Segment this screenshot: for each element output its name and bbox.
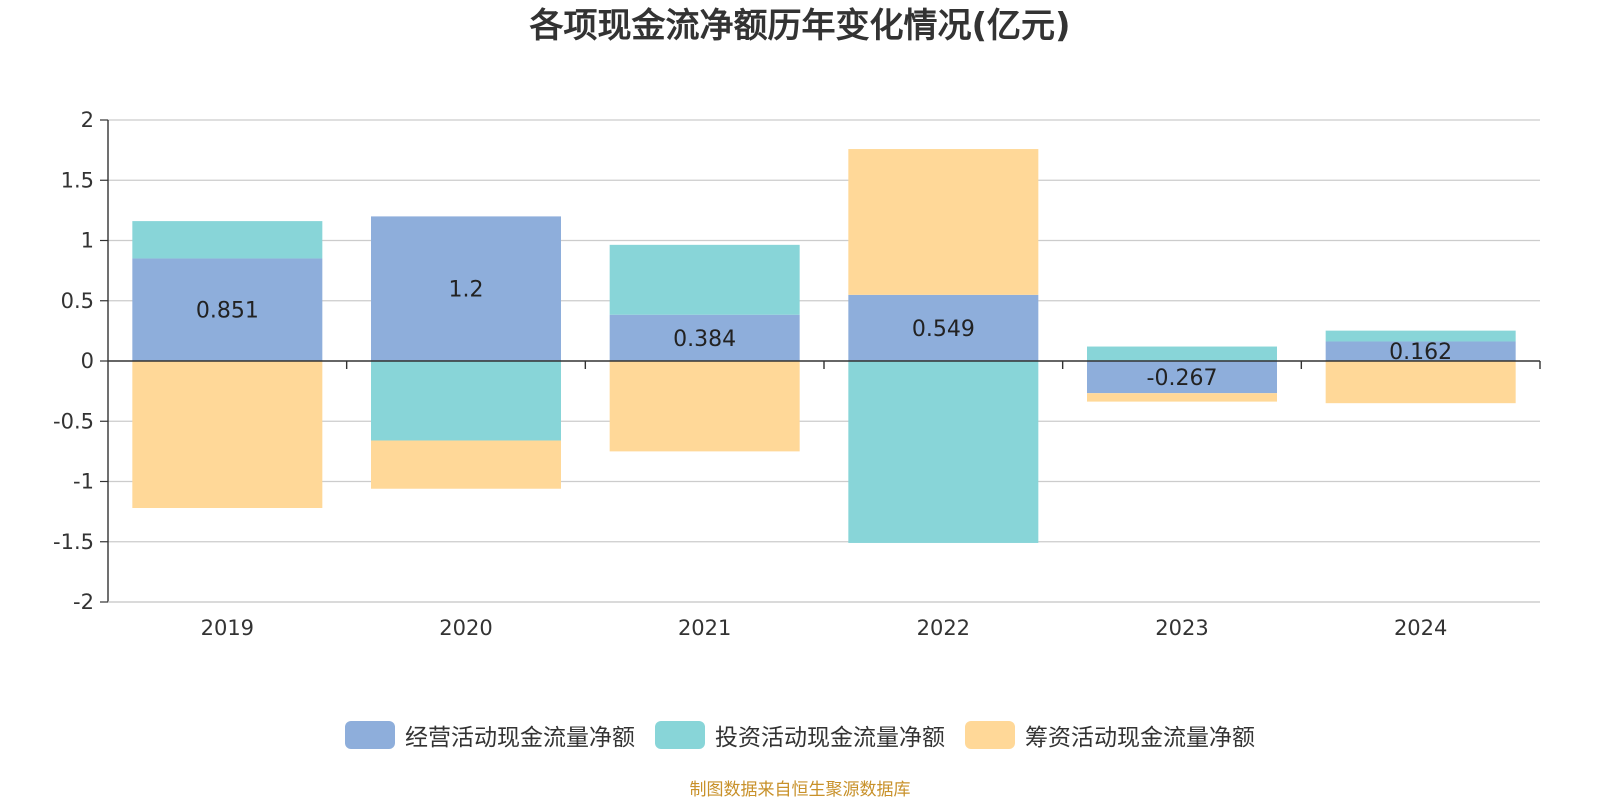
legend-swatch-operating (345, 721, 395, 749)
data-labels: 0.851 1.2 0.384 0.549 -0.267 0.162 (196, 278, 1452, 391)
bars (132, 149, 1516, 543)
y-tick-label--0.5: -0.5 (53, 409, 94, 433)
bar-2022-series-1 (848, 361, 1039, 543)
bar-2019-series-1 (132, 221, 323, 259)
bar-2024-series-0 (1325, 341, 1516, 361)
data-label-2022: 0.549 (912, 317, 975, 342)
y-tick-label-0.5: 0.5 (61, 289, 94, 313)
chart-title: 各项现金流净额历年变化情况(亿元) (529, 6, 1071, 46)
legend-label-financing: 筹资活动现金流量净额 (1025, 725, 1255, 751)
bar-2024-series-2 (1325, 361, 1516, 404)
data-label-2024: 0.162 (1389, 340, 1452, 365)
legend-label-investing: 投资活动现金流量净额 (715, 725, 945, 751)
legend: 经营活动现金流量净额 投资活动现金流量净额 筹资活动现金流量净额 (0, 718, 1600, 752)
y-tick-label--1.5: -1.5 (53, 530, 94, 554)
bar-2021-series-0 (609, 314, 800, 361)
data-label-2019: 0.851 (196, 299, 259, 324)
x-tick-label-2024: 2024 (1394, 616, 1447, 640)
bar-2022-series-2 (848, 149, 1039, 295)
bar-2020-series-1 (371, 361, 561, 441)
legend-swatch-financing (965, 721, 1015, 749)
y-tick-label-0: 0 (81, 349, 94, 373)
y-tick-label-1: 1 (81, 229, 94, 253)
data-label-2021: 0.384 (673, 327, 736, 352)
y-tick-label-1.5: 1.5 (61, 168, 94, 192)
y-tick-label-2: 2 (81, 108, 94, 132)
axes: 2 1.5 1 0.5 0 -0.5 -1 -1.5 -2 2019 2020 2021 2022 202… (53, 108, 1541, 640)
bar-2020-series-0 (371, 216, 561, 361)
x-tick-label-2022: 2022 (917, 616, 970, 640)
source-note: 制图数据来自恒生聚源数据库 (689, 780, 911, 800)
bar-2023-series-2 (1087, 393, 1277, 402)
legend-item-investing[interactable]: 投资活动现金流量净额 (655, 718, 945, 752)
x-tick-label-2020: 2020 (439, 616, 492, 640)
bar-2022-series-0 (848, 294, 1039, 361)
data-label-2020: 1.2 (449, 278, 484, 303)
bar-2021-series-2 (609, 361, 800, 452)
bar-2021-series-1 (609, 244, 800, 315)
y-tick-label--1: -1 (73, 470, 94, 494)
legend-label-operating: 经营活动现金流量净额 (405, 725, 635, 751)
x-tick-label-2019: 2019 (201, 616, 254, 640)
bar-2023-series-0 (1087, 361, 1277, 394)
bar-2020-series-2 (371, 440, 561, 489)
bar-2019-series-0 (132, 258, 323, 361)
bar-2024-series-1 (1325, 330, 1516, 342)
x-tick-label-2021: 2021 (678, 616, 731, 640)
chart-plot: 2 1.5 1 0.5 0 -0.5 -1 -1.5 -2 2019 2020 2021 2022 202… (53, 108, 1541, 640)
legend-swatch-investing (655, 721, 705, 749)
y-tick-label--2: -2 (73, 590, 94, 614)
data-label-2023: -0.267 (1147, 366, 1218, 391)
bar-2019-series-2 (132, 361, 323, 509)
legend-item-financing[interactable]: 筹资活动现金流量净额 (965, 718, 1255, 752)
x-tick-label-2023: 2023 (1155, 616, 1208, 640)
bar-2023-series-1 (1087, 346, 1277, 361)
legend-item-operating[interactable]: 经营活动现金流量净额 (345, 718, 635, 752)
